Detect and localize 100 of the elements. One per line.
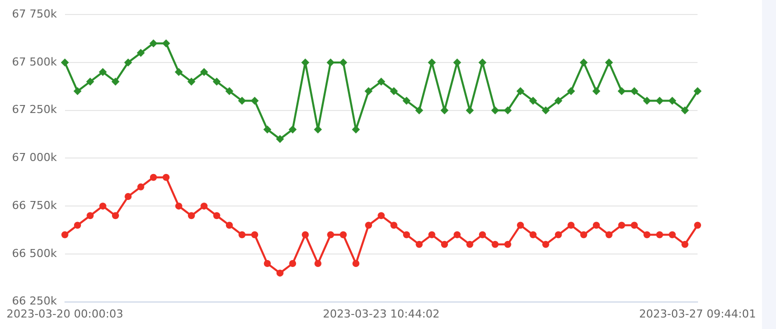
point	[238, 96, 246, 105]
point	[250, 96, 259, 105]
point	[402, 96, 411, 105]
point	[580, 231, 588, 238]
point	[74, 87, 82, 96]
point	[187, 78, 196, 86]
point	[263, 125, 272, 134]
point	[188, 212, 195, 220]
point	[680, 106, 689, 114]
point	[516, 222, 524, 229]
point	[554, 96, 562, 105]
point	[428, 231, 436, 238]
point	[542, 106, 550, 114]
point	[618, 222, 626, 229]
point	[314, 260, 322, 268]
point	[416, 240, 423, 248]
point	[378, 212, 385, 220]
point	[124, 58, 132, 66]
point	[605, 58, 614, 66]
point	[137, 183, 144, 190]
point	[162, 174, 170, 181]
point	[289, 260, 296, 268]
point	[656, 231, 664, 238]
point	[554, 231, 562, 238]
point	[618, 87, 626, 96]
point	[238, 231, 246, 238]
point	[478, 231, 486, 238]
y-tick-label: 67 250k	[12, 103, 58, 116]
point	[642, 96, 651, 105]
point	[302, 231, 309, 238]
point	[643, 231, 650, 238]
point	[390, 222, 398, 229]
point	[364, 87, 373, 96]
point	[592, 222, 600, 229]
point	[60, 58, 69, 66]
point	[86, 212, 94, 220]
point	[339, 58, 348, 66]
point	[213, 212, 220, 220]
point	[86, 78, 94, 86]
point	[276, 135, 284, 144]
point	[403, 231, 410, 238]
point	[124, 192, 132, 200]
point	[606, 231, 613, 238]
point	[592, 87, 600, 96]
point	[74, 222, 82, 229]
y-tick-label: 67 500k	[12, 55, 58, 68]
point	[504, 240, 512, 248]
point	[149, 39, 158, 48]
point	[175, 202, 182, 210]
point	[568, 222, 575, 229]
y-tick-label: 66 500k	[12, 246, 58, 260]
point	[504, 106, 512, 114]
point	[668, 231, 676, 238]
point	[112, 212, 119, 220]
point	[567, 87, 576, 96]
point	[466, 240, 474, 248]
point	[136, 48, 145, 57]
point	[162, 39, 170, 48]
point	[530, 231, 537, 238]
point	[694, 222, 702, 229]
point	[264, 260, 271, 268]
point	[98, 68, 107, 76]
point	[251, 231, 258, 238]
point	[200, 68, 208, 76]
point	[415, 106, 424, 114]
point	[516, 87, 524, 96]
y-tick-label: 66 250k	[12, 294, 58, 308]
x-tick-label: 2023-03-27 09:44:01	[639, 307, 756, 320]
point	[150, 174, 157, 181]
point	[580, 58, 588, 66]
point	[226, 222, 233, 229]
point	[301, 58, 310, 66]
point	[111, 78, 120, 86]
point	[327, 231, 334, 238]
point	[200, 202, 208, 210]
point	[630, 222, 638, 229]
point	[440, 240, 448, 248]
point	[377, 78, 386, 86]
x-tick-label: 2023-03-20 00:00:03	[6, 307, 124, 320]
point	[542, 240, 550, 248]
point	[492, 240, 499, 248]
point	[99, 202, 106, 210]
point	[454, 231, 461, 238]
point	[276, 270, 284, 277]
point	[390, 87, 398, 96]
point	[352, 260, 360, 268]
point	[491, 106, 500, 114]
point	[365, 222, 372, 229]
y-tick-label: 67 000k	[12, 151, 58, 164]
point	[288, 125, 297, 134]
point	[529, 96, 538, 105]
point	[630, 87, 638, 96]
point	[340, 231, 347, 238]
point	[61, 231, 68, 238]
y-tick-label: 67 750k	[12, 7, 58, 20]
point	[212, 78, 221, 86]
point	[174, 68, 183, 76]
point	[694, 87, 702, 96]
point	[656, 96, 664, 105]
y-tick-label: 66 750k	[12, 198, 58, 212]
